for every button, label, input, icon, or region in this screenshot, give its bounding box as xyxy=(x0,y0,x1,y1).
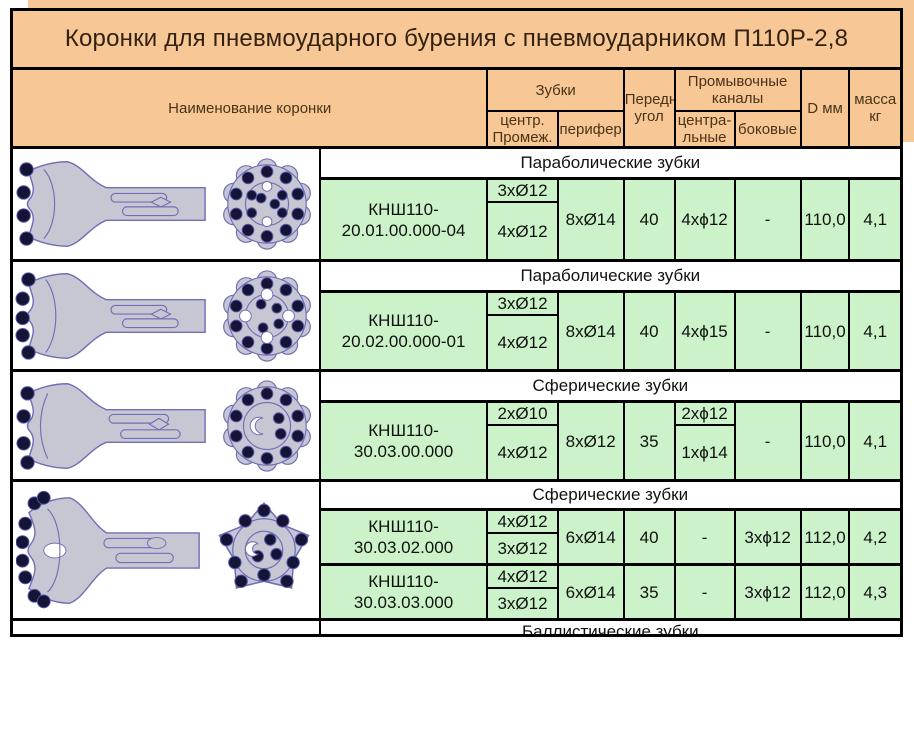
section-label-partial-text: Баллистические зубки xyxy=(522,622,699,634)
flush-central-value: - xyxy=(673,508,736,566)
flush-central-value: - xyxy=(673,563,736,621)
mass-value: 4,1 xyxy=(848,400,903,482)
col-header-mass: масса кг xyxy=(848,67,903,149)
mass-value: 4,2 xyxy=(848,508,903,566)
bit-side-view-icon xyxy=(15,271,207,360)
table-title: Коронки для пневмоударного бурения с пне… xyxy=(10,8,903,70)
col-header-teeth-central: центр. Промеж. xyxy=(486,110,559,149)
teeth-central-value-1: 3хØ12 xyxy=(486,177,559,203)
col-header-flush-central: центра- льные xyxy=(673,110,736,149)
col-header-name: Наименование коронки xyxy=(10,67,489,149)
teeth-central-value-2: 3хØ12 xyxy=(486,532,559,566)
bit-face-view-icon xyxy=(223,379,312,472)
flush-central-value-1: 2хϕ12 xyxy=(673,400,736,426)
section-label: Параболические зубки xyxy=(318,259,903,293)
flush-side-value: 3хϕ12 xyxy=(733,508,802,566)
col-header-front-angle: Передн угол xyxy=(622,67,676,149)
bit-illustration-group-2 xyxy=(10,259,321,372)
teeth-central-value-1: 2хØ10 xyxy=(486,400,559,426)
col-header-flush-side: боковые xyxy=(733,110,802,149)
front-angle-value: 35 xyxy=(622,563,676,621)
section-label: Параболические зубки xyxy=(318,146,903,180)
teeth-central-value-2: 3хØ12 xyxy=(486,587,559,621)
drill-bit-catalog-table: Коронки для пневмоударного бурения с пне… xyxy=(10,8,903,637)
section-label-partial: Баллистические зубки xyxy=(318,618,903,637)
bit-side-view-icon xyxy=(16,382,207,470)
bit-illustration-group-4 xyxy=(10,479,321,621)
front-angle-value: 40 xyxy=(622,177,676,262)
mass-value: 4,3 xyxy=(848,563,903,621)
diameter-value: 110,0 xyxy=(799,177,851,262)
bit-face-view-icon xyxy=(218,501,310,589)
mass-value: 4,1 xyxy=(848,290,903,372)
teeth-central-value-2: 4хØ12 xyxy=(486,424,559,482)
flush-central-value: 4хϕ12 xyxy=(673,177,736,262)
flush-side-value: - xyxy=(733,177,802,262)
bit-illustration-group-3 xyxy=(10,369,321,482)
col-header-flush-channels: Промывочные каналы xyxy=(673,67,802,112)
front-angle-value: 40 xyxy=(622,290,676,372)
col-header-diameter: D мм xyxy=(799,67,851,149)
teeth-peripheral-value: 8хØ14 xyxy=(556,177,625,262)
section-label: Сферические зубки xyxy=(318,369,903,403)
teeth-central-value-1: 3хØ12 xyxy=(486,290,559,316)
page-margin-tint-top xyxy=(28,0,914,10)
page-margin-tint-right xyxy=(901,0,914,142)
col-header-teeth: Зубки xyxy=(486,67,625,112)
teeth-peripheral-value: 6хØ14 xyxy=(556,508,625,566)
flush-side-value: - xyxy=(733,290,802,372)
bit-face-view-icon xyxy=(223,269,312,362)
bit-side-view-icon xyxy=(16,161,207,247)
flush-central-value: 4хϕ15 xyxy=(673,290,736,372)
teeth-central-value-2: 4хØ12 xyxy=(486,314,559,372)
teeth-peripheral-value: 8хØ12 xyxy=(556,400,625,482)
teeth-peripheral-value: 8хØ14 xyxy=(556,290,625,372)
teeth-central-value-2: 4хØ12 xyxy=(486,201,559,262)
front-angle-value: 40 xyxy=(622,508,676,566)
flush-side-value: - xyxy=(733,400,802,482)
diameter-value: 112,0 xyxy=(799,508,851,566)
bit-face-view-icon xyxy=(223,158,312,250)
teeth-peripheral-value: 6хØ14 xyxy=(556,563,625,621)
bit-illustration-group-1 xyxy=(10,146,321,262)
flush-side-value: 3хϕ12 xyxy=(733,563,802,621)
front-angle-value: 35 xyxy=(622,400,676,482)
section-label: Сферические зубки xyxy=(318,479,903,511)
col-header-teeth-peripheral: перифер xyxy=(556,110,625,149)
diameter-value: 110,0 xyxy=(799,400,851,482)
teeth-central-value-1: 4хØ12 xyxy=(486,508,559,534)
flush-central-value-2: 1хϕ14 xyxy=(673,424,736,482)
bit-illustration-partial xyxy=(10,618,321,637)
bit-name: КНШ110- 20.01.00.000-04 xyxy=(318,177,489,262)
bit-side-view-icon xyxy=(15,490,200,608)
bit-name: КНШ110- 30.03.02.000 xyxy=(318,508,489,566)
diameter-value: 112,0 xyxy=(799,563,851,621)
bit-name: КНШ110- 30.03.03.000 xyxy=(318,563,489,621)
mass-value: 4,1 xyxy=(848,177,903,262)
bit-name: КНШ110- 30.03.00.000 xyxy=(318,400,489,482)
bit-name: КНШ110- 20.02.00.000-01 xyxy=(318,290,489,372)
diameter-value: 110,0 xyxy=(799,290,851,372)
teeth-central-value-1: 4хØ12 xyxy=(486,563,559,589)
